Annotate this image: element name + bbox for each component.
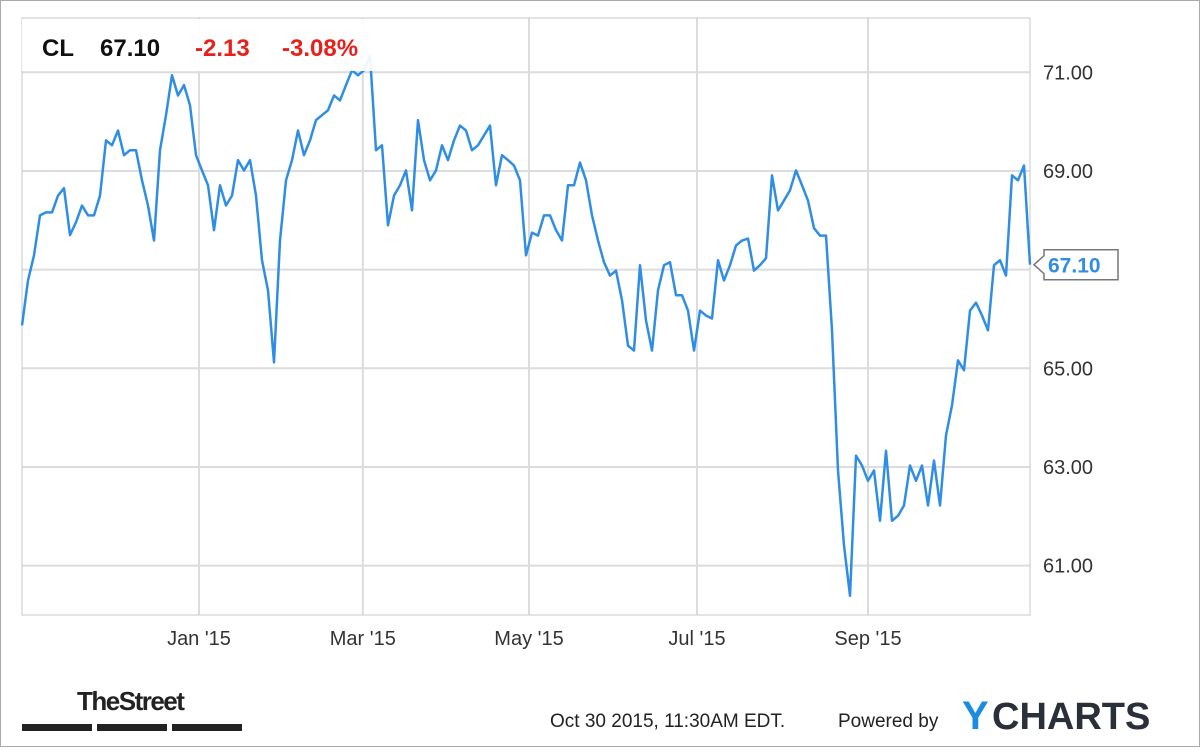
brand-bar (22, 724, 92, 731)
logo-text: CHARTS (992, 696, 1150, 738)
header-box (22, 19, 396, 71)
y-tick-label: 65.00 (1043, 358, 1093, 380)
brand: TheStreet (77, 686, 185, 716)
price-line (20, 54, 1032, 598)
symbol: CL (42, 35, 74, 62)
x-tick-label: Sep '15 (834, 628, 901, 650)
x-tick-label: Jan '15 (167, 628, 231, 650)
last-price-tag (1032, 248, 1119, 281)
grid (22, 18, 1030, 615)
y-tick-label: 63.00 (1043, 457, 1093, 479)
brand-bar (97, 724, 167, 731)
x-tick-label: Mar '15 (330, 628, 396, 650)
x-tick-label: May '15 (494, 628, 563, 650)
y-tick-label: 61.00 (1043, 556, 1093, 578)
y-tick-label: 71.00 (1043, 62, 1093, 84)
last-price-label: 67.10 (1048, 255, 1101, 278)
y-tick-label: 69.00 (1043, 161, 1093, 183)
powered-by: Powered by (838, 711, 939, 732)
series (20, 54, 1032, 598)
timestamp: Oct 30 2015, 11:30AM EDT. (550, 711, 785, 732)
change-percent: -3.08% (282, 35, 358, 62)
change: -2.13 (195, 35, 250, 62)
x-tick-label: Jul '15 (668, 628, 725, 650)
logo-y: Y (962, 694, 989, 738)
brand-bar (172, 724, 242, 731)
price: 67.10 (100, 35, 160, 62)
